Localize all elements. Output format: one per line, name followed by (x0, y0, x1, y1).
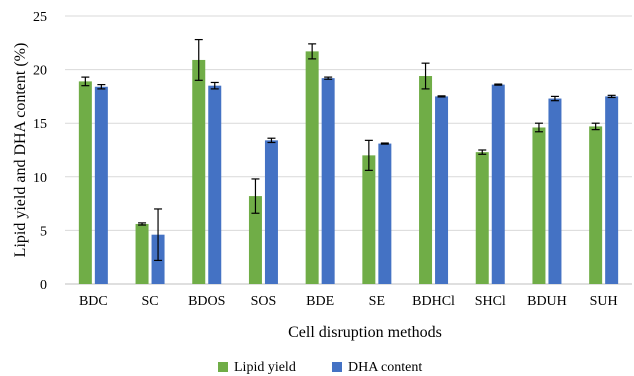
bar-dha-content (605, 96, 619, 285)
bar-dha-content (548, 98, 562, 284)
x-tick-label: BDUH (527, 294, 567, 309)
bar-lipid-yield (419, 76, 433, 284)
x-tick-label: SC (141, 294, 158, 309)
bar-lipid-yield (248, 196, 262, 284)
bar-dha-content (378, 143, 392, 284)
bar-dha-content (94, 86, 108, 284)
x-tick-label: SE (369, 294, 385, 309)
x-tick-label: BDE (306, 294, 334, 309)
bar-dha-content (264, 140, 278, 284)
x-tick-label: BDHCl (412, 294, 455, 309)
x-tick-label: BDC (79, 294, 108, 309)
bar-lipid-yield (78, 81, 92, 284)
y-tick-label: 5 (40, 224, 47, 239)
y-tick-label: 10 (33, 171, 47, 186)
x-tick-labels: BDC SC BDOS SOS BDE SE BDHCl SHCl BDUH SUH (79, 294, 618, 309)
bar-dha-content (435, 96, 449, 285)
x-axis-title: Cell disruption methods (288, 324, 442, 341)
bar-lipid-yield (192, 59, 206, 285)
x-tick-label: SHCl (475, 294, 506, 309)
y-tick-labels: 0 5 10 15 20 25 (33, 10, 47, 293)
bar-lipid-yield (532, 127, 546, 284)
legend-swatch-dha-content (332, 362, 342, 372)
legend-label-dha-content: DHA content (348, 360, 422, 375)
error-bars (81, 38, 616, 262)
legend: Lipid yield DHA content (218, 360, 422, 375)
x-tick-label: SUH (590, 294, 618, 309)
legend-swatch-lipid-yield (218, 362, 228, 372)
bar-lipid-yield (135, 223, 149, 284)
y-tick-label: 0 (40, 278, 47, 293)
y-tick-label: 20 (33, 64, 47, 79)
bar-dha-content (208, 85, 222, 285)
bar-dha-content (321, 78, 335, 285)
bar-lipid-yield (362, 155, 376, 284)
x-tick-label: BDOS (188, 294, 225, 309)
bar-lipid-yield (475, 152, 489, 284)
bars (78, 51, 619, 285)
y-tick-label: 15 (33, 117, 47, 132)
gridlines (65, 15, 632, 285)
y-axis-title: Lipid yield and DHA content (%) (12, 43, 29, 258)
legend-label-lipid-yield: Lipid yield (234, 360, 296, 375)
bar-lipid-yield (589, 126, 603, 284)
x-tick-label: SOS (251, 294, 277, 309)
bar-lipid-yield (305, 51, 319, 284)
y-tick-label: 25 (33, 10, 47, 25)
bar-dha-content (491, 84, 505, 284)
